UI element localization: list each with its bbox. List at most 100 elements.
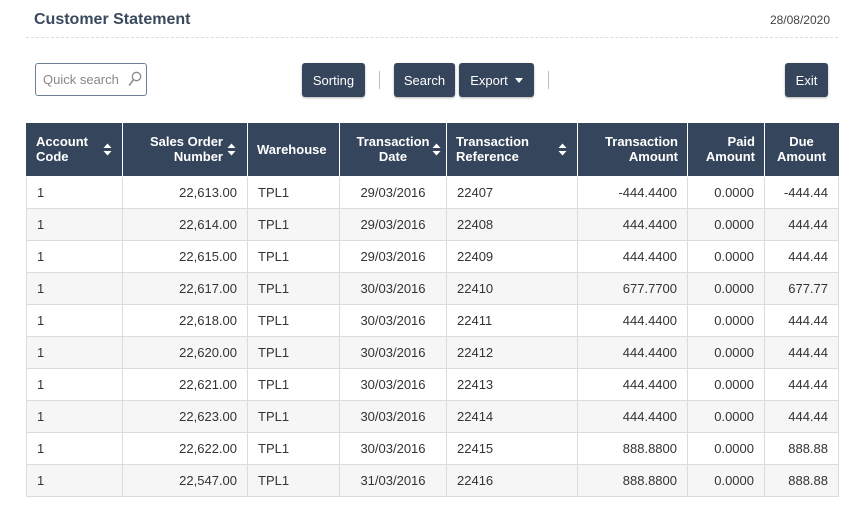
paid-amount-cell: 0.0000 <box>687 239 765 273</box>
column-header-label: Amount <box>776 149 827 165</box>
column-header-paid-amount[interactable]: Paid Amount <box>687 123 765 177</box>
column-header-label: Due <box>789 134 814 150</box>
paid-amount-cell: 0.0000 <box>687 463 765 497</box>
column-header-transaction-date[interactable]: Transaction Date <box>339 123 447 177</box>
due-amount-cell: 444.44 <box>764 335 839 369</box>
sort-icon[interactable] <box>558 143 567 156</box>
paid-amount-cell: 0.0000 <box>687 367 765 401</box>
due-amount-cell: 888.88 <box>764 463 839 497</box>
warehouse-cell: TPL1 <box>247 175 340 209</box>
transaction-reference-cell: 22412 <box>446 335 578 369</box>
due-amount-cell: 444.44 <box>764 399 839 433</box>
transaction-reference-cell: 22415 <box>446 431 578 465</box>
transaction-date-cell: 30/03/2016 <box>339 431 447 465</box>
table-row[interactable]: 1 22,614.00 TPL1 29/03/2016 22408 444.4400 0.0… <box>26 207 839 241</box>
transaction-date-cell: 30/03/2016 <box>339 335 447 369</box>
column-header-due-amount[interactable]: Due Amount <box>764 123 839 177</box>
table-row[interactable]: 1 22,613.00 TPL1 29/03/2016 22407 -444.4400 0.… <box>26 175 839 209</box>
column-header-label: Account <box>36 134 88 150</box>
column-header-transaction-amount[interactable]: Transaction Amount <box>577 123 688 177</box>
paid-amount-cell: 0.0000 <box>687 207 765 241</box>
transaction-amount-cell: 444.4400 <box>577 399 688 433</box>
sorting-button[interactable]: Sorting <box>302 63 365 97</box>
table-row[interactable]: 1 22,615.00 TPL1 29/03/2016 22409 444.4400 0.0… <box>26 239 839 273</box>
transaction-date-cell: 30/03/2016 <box>339 271 447 305</box>
due-amount-cell: 444.44 <box>764 239 839 273</box>
transaction-amount-cell: 444.4400 <box>577 207 688 241</box>
column-header-sales-order-number[interactable]: Sales Order Number <box>122 123 248 177</box>
transaction-amount-cell: 444.4400 <box>577 303 688 337</box>
sort-icon[interactable] <box>103 143 112 156</box>
account-code-cell: 1 <box>26 399 123 433</box>
toolbar-separator <box>548 71 549 89</box>
caret-down-icon <box>514 77 523 83</box>
column-header-account-code[interactable]: Account Code <box>26 123 123 177</box>
due-amount-cell: 888.88 <box>764 431 839 465</box>
export-button-label: Export <box>470 72 508 88</box>
paid-amount-cell: 0.0000 <box>687 431 765 465</box>
transaction-amount-cell: -444.4400 <box>577 175 688 209</box>
table-row[interactable]: 1 22,620.00 TPL1 30/03/2016 22412 444.4400 0.0… <box>26 335 839 369</box>
sorting-button-label: Sorting <box>312 72 355 88</box>
sort-icon[interactable] <box>432 143 441 156</box>
sort-icon[interactable] <box>227 143 236 156</box>
table-row[interactable]: 1 22,621.00 TPL1 30/03/2016 22413 444.4400 0.0… <box>26 367 839 401</box>
paid-amount-cell: 0.0000 <box>687 303 765 337</box>
account-code-cell: 1 <box>26 431 123 465</box>
column-header-label: Warehouse <box>257 141 327 157</box>
warehouse-cell: TPL1 <box>247 207 340 241</box>
title-divider <box>26 37 838 38</box>
sales-order-number-cell: 22,623.00 <box>122 399 248 433</box>
table-row[interactable]: 1 22,617.00 TPL1 30/03/2016 22410 677.7700 0.0… <box>26 271 839 305</box>
table-row[interactable]: 1 22,623.00 TPL1 30/03/2016 22414 444.4400 0.0… <box>26 399 839 433</box>
transaction-reference-cell: 22413 <box>446 367 578 401</box>
paid-amount-cell: 0.0000 <box>687 335 765 369</box>
warehouse-cell: TPL1 <box>247 399 340 433</box>
sales-order-number-cell: 22,614.00 <box>122 207 248 241</box>
column-header-label: Number <box>173 149 223 165</box>
warehouse-cell: TPL1 <box>247 303 340 337</box>
transaction-reference-cell: 22407 <box>446 175 578 209</box>
statement-date: 28/08/2020 <box>769 13 830 27</box>
search-icon[interactable] <box>128 71 142 87</box>
table-row[interactable]: 1 22,547.00 TPL1 31/03/2016 22416 888.8800 0.0… <box>26 463 839 497</box>
account-code-cell: 1 <box>26 175 123 209</box>
account-code-cell: 1 <box>26 463 123 497</box>
paid-amount-cell: 0.0000 <box>687 175 765 209</box>
search-button[interactable]: Search <box>394 63 455 97</box>
exit-button-label: Exit <box>795 72 818 88</box>
transaction-date-cell: 29/03/2016 <box>339 207 447 241</box>
transaction-reference-cell: 22416 <box>446 463 578 497</box>
warehouse-cell: TPL1 <box>247 463 340 497</box>
sales-order-number-cell: 22,621.00 <box>122 367 248 401</box>
account-code-cell: 1 <box>26 207 123 241</box>
transaction-date-cell: 31/03/2016 <box>339 463 447 497</box>
transaction-reference-cell: 22410 <box>446 271 578 305</box>
transaction-reference-cell: 22408 <box>446 207 578 241</box>
due-amount-cell: 444.44 <box>764 367 839 401</box>
sales-order-number-cell: 22,620.00 <box>122 335 248 369</box>
exit-button[interactable]: Exit <box>785 63 828 97</box>
column-header-label: Transaction <box>356 134 430 150</box>
table-header-row: Account Code Sales Order Number Warehous… <box>26 123 839 177</box>
column-header-transaction-reference[interactable]: Transaction Reference <box>446 123 578 177</box>
quick-search-box[interactable] <box>35 63 147 96</box>
paid-amount-cell: 0.0000 <box>687 271 765 305</box>
export-button[interactable]: Export <box>459 63 534 97</box>
transaction-amount-cell: 677.7700 <box>577 271 688 305</box>
quick-search-input[interactable] <box>36 64 122 95</box>
column-header-label: Amount <box>705 149 755 165</box>
due-amount-cell: 444.44 <box>764 303 839 337</box>
column-header-warehouse[interactable]: Warehouse <box>247 123 340 177</box>
sales-order-number-cell: 22,547.00 <box>122 463 248 497</box>
table-row[interactable]: 1 22,622.00 TPL1 30/03/2016 22415 888.8800 0.0… <box>26 431 839 465</box>
due-amount-cell: -444.44 <box>764 175 839 209</box>
warehouse-cell: TPL1 <box>247 239 340 273</box>
sales-order-number-cell: 22,618.00 <box>122 303 248 337</box>
table-row[interactable]: 1 22,618.00 TPL1 30/03/2016 22411 444.4400 0.0… <box>26 303 839 337</box>
account-code-cell: 1 <box>26 271 123 305</box>
transaction-date-cell: 30/03/2016 <box>339 367 447 401</box>
transaction-date-cell: 29/03/2016 <box>339 239 447 273</box>
transaction-reference-cell: 22414 <box>446 399 578 433</box>
sales-order-number-cell: 22,622.00 <box>122 431 248 465</box>
